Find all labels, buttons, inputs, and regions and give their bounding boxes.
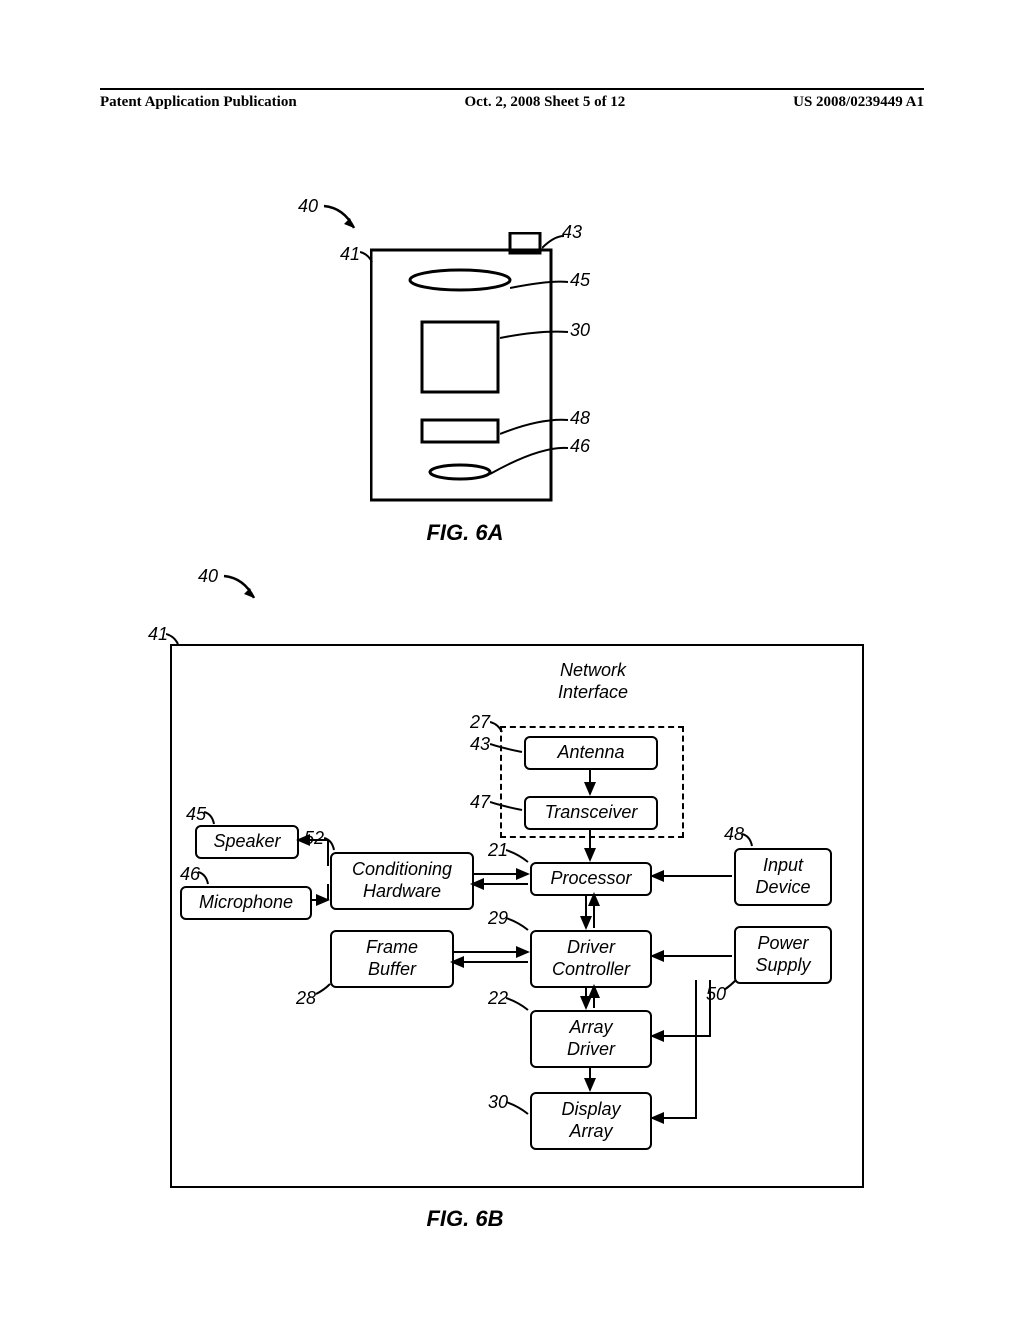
arrow-icon: [222, 570, 262, 604]
ref-40: 40: [298, 196, 318, 217]
leader-line: [360, 250, 374, 264]
ref-40b: 40: [198, 566, 218, 587]
leader-line: [500, 330, 570, 342]
ref-46: 46: [570, 436, 590, 457]
leader-line: [542, 234, 566, 252]
ref-48: 48: [570, 408, 590, 429]
header-center: Oct. 2, 2008 Sheet 5 of 12: [465, 94, 626, 111]
ref-41: 41: [340, 244, 360, 265]
ref-30: 30: [570, 320, 590, 341]
fig-title-6b: FIG. 6B: [400, 1206, 530, 1232]
connections: [170, 640, 860, 1180]
leader-line: [500, 418, 570, 436]
header-right: US 2008/0239449 A1: [793, 94, 924, 111]
arrow-icon: [322, 200, 362, 234]
leader-line: [490, 446, 570, 476]
leader-line: [510, 280, 570, 292]
header-left: Patent Application Publication: [100, 94, 297, 111]
page-header: Patent Application Publication Oct. 2, 2…: [100, 88, 924, 111]
fig-title-6a: FIG. 6A: [400, 520, 530, 546]
ref-45: 45: [570, 270, 590, 291]
